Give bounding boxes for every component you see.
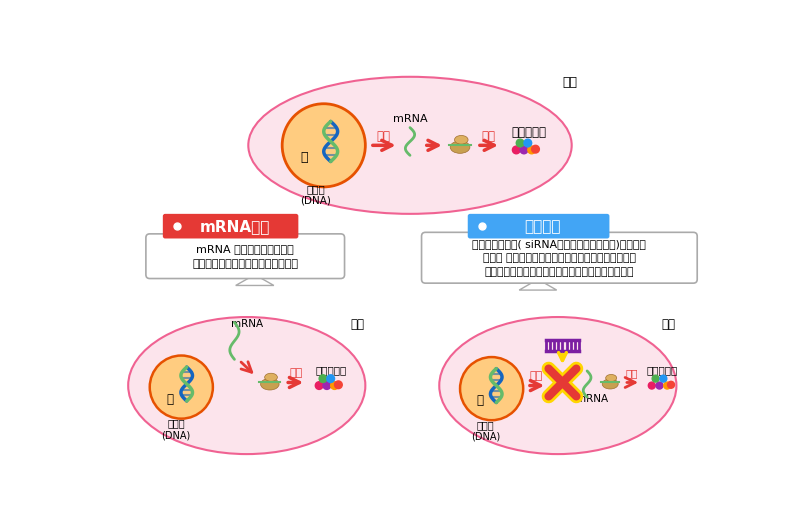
- Circle shape: [334, 381, 342, 388]
- Text: 核酸医薬: 核酸医薬: [524, 219, 561, 234]
- Circle shape: [532, 146, 539, 153]
- Text: 細胞: 細胞: [350, 318, 365, 331]
- Circle shape: [656, 382, 663, 389]
- Text: 遺伝子
(DNA): 遺伝子 (DNA): [471, 420, 500, 442]
- FancyBboxPatch shape: [163, 214, 298, 238]
- Polygon shape: [236, 275, 274, 285]
- Circle shape: [327, 375, 334, 382]
- Ellipse shape: [128, 317, 366, 454]
- Text: 細胞: 細胞: [662, 318, 676, 331]
- Circle shape: [648, 382, 655, 389]
- Ellipse shape: [460, 357, 523, 420]
- Circle shape: [513, 146, 520, 154]
- Text: タンパク質: タンパク質: [647, 365, 678, 375]
- Text: 細胞: 細胞: [562, 76, 578, 89]
- FancyBboxPatch shape: [146, 234, 345, 279]
- Circle shape: [315, 382, 323, 390]
- Circle shape: [323, 382, 330, 390]
- Text: 翻訳: 翻訳: [290, 368, 302, 378]
- Text: タンパク質: タンパク質: [512, 126, 547, 139]
- Ellipse shape: [606, 375, 617, 381]
- Ellipse shape: [454, 136, 468, 144]
- Text: 翻訳: 翻訳: [626, 368, 638, 378]
- Text: 核: 核: [166, 393, 174, 406]
- Circle shape: [652, 375, 659, 382]
- Text: 遺伝子
(DNA): 遺伝子 (DNA): [301, 184, 331, 206]
- Circle shape: [516, 139, 524, 147]
- Text: mRNA: mRNA: [576, 394, 608, 405]
- Circle shape: [520, 146, 528, 154]
- Text: 核: 核: [477, 395, 483, 408]
- Ellipse shape: [150, 355, 213, 419]
- Text: 翻訳: 翻訳: [482, 130, 495, 142]
- Polygon shape: [519, 279, 557, 290]
- Text: 転写: 転写: [530, 371, 543, 381]
- FancyBboxPatch shape: [468, 214, 610, 238]
- Circle shape: [664, 382, 670, 389]
- Text: 核: 核: [300, 151, 307, 164]
- FancyBboxPatch shape: [422, 233, 698, 283]
- Text: タンパク質: タンパク質: [315, 365, 346, 375]
- Text: mRNA: mRNA: [393, 114, 427, 124]
- Circle shape: [524, 139, 532, 147]
- Circle shape: [528, 146, 535, 154]
- Ellipse shape: [265, 373, 278, 381]
- Text: mRNA: mRNA: [230, 319, 263, 329]
- Text: 短いオリゴ核酸( siRNA、アンチセンスなど)を入れて
ＲＮＡ に作用させ、病気の原因となるタンパク質を
なくしたり、機能的なタンパク質を作らせたりする: 短いオリゴ核酸( siRNA、アンチセンスなど)を入れて ＲＮＡ に作用させ、病…: [473, 239, 646, 277]
- Circle shape: [660, 375, 666, 382]
- Text: 転写: 転写: [376, 130, 390, 142]
- Text: mRNA を外から投与して、
目的のタンパク質を新しく作らせる: mRNA を外から投与して、 目的のタンパク質を新しく作らせる: [192, 244, 298, 269]
- Ellipse shape: [282, 104, 366, 187]
- Ellipse shape: [602, 379, 618, 389]
- Text: mRNA医薬: mRNA医薬: [199, 219, 270, 234]
- Circle shape: [330, 382, 338, 390]
- Ellipse shape: [450, 141, 470, 153]
- Ellipse shape: [248, 77, 572, 214]
- Circle shape: [667, 381, 674, 388]
- Text: 遺伝子
(DNA): 遺伝子 (DNA): [162, 419, 190, 440]
- Ellipse shape: [261, 379, 279, 390]
- Ellipse shape: [439, 317, 677, 454]
- Circle shape: [319, 375, 327, 382]
